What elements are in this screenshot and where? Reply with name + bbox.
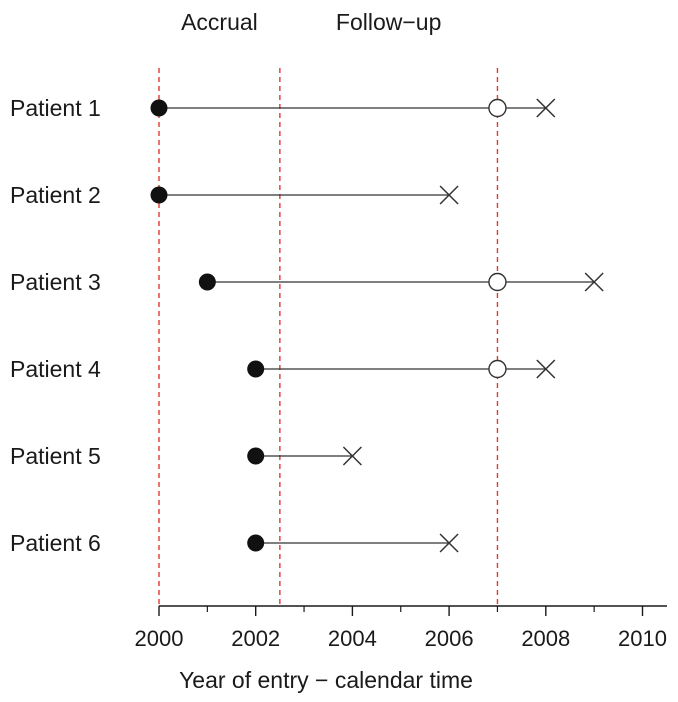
entry-marker <box>150 186 168 204</box>
x-tick-label: 2002 <box>231 626 280 651</box>
x-axis: 2000 2002 2004 2006 2008 2010 <box>135 605 667 651</box>
censor-marker <box>488 272 507 292</box>
x-tick-label: 2000 <box>135 626 184 651</box>
entry-marker <box>198 273 216 291</box>
x-tick-label: 2006 <box>425 626 474 651</box>
patient-row: Patient 3 <box>10 269 604 295</box>
patient-label: Patient 3 <box>10 269 101 295</box>
censor-marker <box>488 359 507 379</box>
patient-rows: Patient 1 Patient 2 Patient 3 Patient 4 Pati… <box>10 95 604 556</box>
entry-marker <box>150 99 168 117</box>
x-axis-title: Year of entry − calendar time <box>179 667 473 693</box>
patient-row: Patient 2 <box>10 182 459 208</box>
x-tick-label: 2004 <box>328 626 377 651</box>
end-marker <box>342 446 362 466</box>
patient-label: Patient 5 <box>10 443 101 469</box>
x-tick-label: 2010 <box>618 626 667 651</box>
entry-marker <box>247 534 265 552</box>
x-tick-label: 2008 <box>521 626 570 651</box>
patient-label: Patient 4 <box>10 356 101 382</box>
end-marker <box>439 185 459 205</box>
reference-lines <box>158 68 499 606</box>
patient-row: Patient 4 <box>10 356 556 382</box>
end-marker <box>439 533 459 553</box>
entry-marker <box>247 447 265 465</box>
censor-marker <box>488 98 507 118</box>
end-marker <box>536 359 556 379</box>
phase-labels: Accrual Follow−up <box>181 9 441 35</box>
end-marker <box>584 272 604 292</box>
entry-marker <box>247 360 265 378</box>
phase-label-1: Follow−up <box>336 9 441 35</box>
patient-label: Patient 1 <box>10 95 101 121</box>
patient-row: Patient 5 <box>10 443 362 469</box>
patient-label: Patient 6 <box>10 530 101 556</box>
phase-label-0: Accrual <box>181 9 258 35</box>
patient-row: Patient 1 <box>10 95 556 121</box>
patient-row: Patient 6 <box>10 530 459 556</box>
end-marker <box>536 98 556 118</box>
patient-label: Patient 2 <box>10 182 101 208</box>
